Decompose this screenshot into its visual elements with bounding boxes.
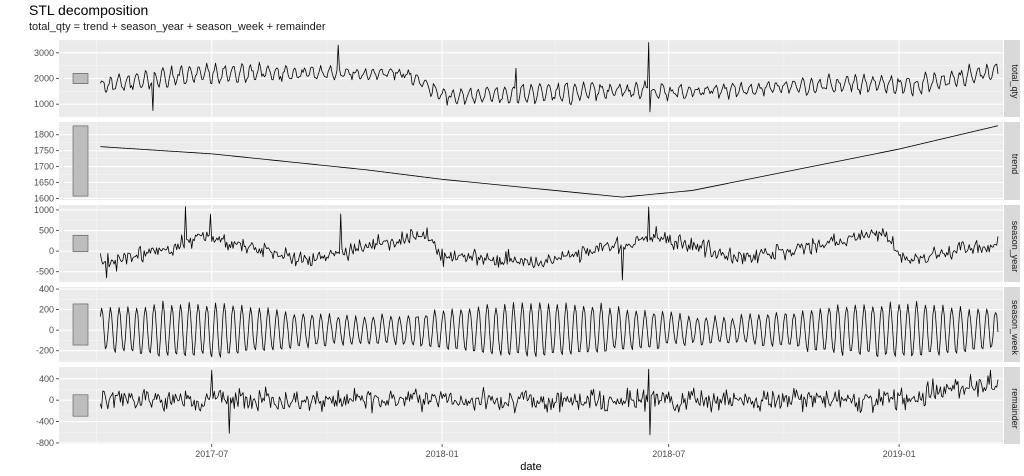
panel-season-week-y-tick-label: 200 <box>39 305 54 315</box>
panel-remainder-background <box>59 367 1003 444</box>
chart-subtitle: total_qty = trend + season_year + season… <box>29 21 326 33</box>
panel-season-year-strip <box>1004 205 1020 282</box>
panel-season-week-strip-label: season_week <box>1010 300 1020 356</box>
panel-season-year-y-tick-label: -500 <box>36 267 54 277</box>
panel-trend-strip <box>1004 122 1020 200</box>
panel-trend-y-tick-label: 1800 <box>34 130 54 140</box>
panel-season-year-strip-label: season_year <box>1010 221 1020 273</box>
panel-season-week-y-tick-label: 0 <box>49 325 54 335</box>
panel-remainder-scale-bar <box>72 394 89 417</box>
panel-trend-strip-label: trend <box>1010 154 1020 175</box>
panel-remainder-y-tick-label: 400 <box>39 374 54 384</box>
panel-season-week-y-tick-label: 400 <box>39 284 54 294</box>
panel-total-qty-y-tick-label: 2000 <box>34 74 54 84</box>
series-remainder-line <box>99 368 999 436</box>
x-tick-label: 2018-07 <box>652 449 685 459</box>
panel-season-week-scale-bar <box>72 303 89 346</box>
panel-remainder-y-tick-label: -800 <box>36 438 54 448</box>
panel-remainder-strip <box>1004 367 1020 444</box>
x-tick-label: 2019-01 <box>883 449 916 459</box>
panel-season-week-y-tick-label: -200 <box>36 346 54 356</box>
panel-remainder-strip-label: remainder <box>1010 388 1020 429</box>
panel-total-qty-strip <box>1004 40 1020 117</box>
panel-total-qty-strip-label: total_qty <box>1010 64 1020 99</box>
panel-total-qty-y-tick-label: 1000 <box>34 99 54 109</box>
series-total-qty-line <box>99 42 999 113</box>
chart-title: STL decomposition <box>29 2 149 18</box>
panel-trend-y-tick-label: 1600 <box>34 193 54 203</box>
panel-season-year-background <box>59 205 1003 282</box>
panel-total-qty-scale-bar <box>72 73 89 84</box>
panel-trend-y-tick-label: 1650 <box>34 177 54 187</box>
panel-remainder-y-tick-label: -400 <box>36 417 54 427</box>
panel-trend-scale-bar <box>72 125 89 197</box>
panel-season-year-y-tick-label: 0 <box>49 246 54 256</box>
series-season-week-line <box>99 300 999 358</box>
panel-season-year-y-tick-label: 1000 <box>34 205 54 215</box>
series-trend-line <box>100 125 999 198</box>
series-season-year-line <box>99 206 999 281</box>
x-tick-label: 2017-07 <box>195 449 228 459</box>
x-tick-label: 2018-01 <box>426 449 459 459</box>
panel-season-week-strip <box>1004 287 1020 362</box>
panel-season-year-scale-bar <box>72 234 89 253</box>
panel-remainder-y-tick-label: 0 <box>49 395 54 405</box>
panel-trend-y-tick-label: 1750 <box>34 146 54 156</box>
panel-season-year-y-tick-label: 500 <box>39 226 54 236</box>
panel-total-qty-y-tick-label: 3000 <box>34 48 54 58</box>
panel-trend-y-tick-label: 1700 <box>34 162 54 172</box>
x-axis-title: date <box>520 461 541 473</box>
